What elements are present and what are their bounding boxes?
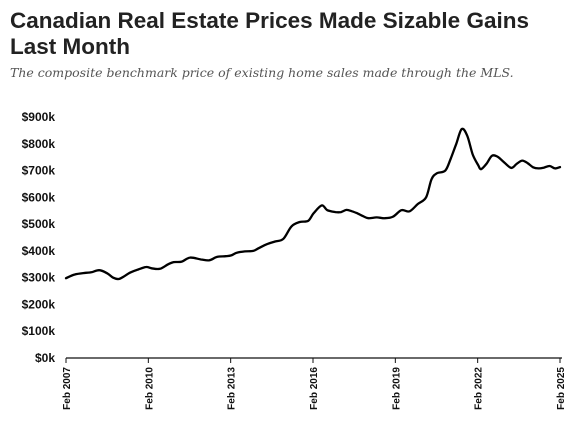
y-tick-label: $600k [22, 190, 56, 204]
x-tick-label: Feb 2025 [556, 367, 567, 410]
series-line [64, 127, 562, 281]
y-axis: $0k $100k $200k $300k $400k $500k $600k $700k $8… [22, 110, 56, 365]
y-tick-label: $0k [35, 351, 55, 365]
y-tick-label: $500k [22, 217, 56, 231]
chart-subtitle: The composite benchmark price of existin… [10, 65, 514, 80]
y-tick-label: $900k [22, 110, 56, 124]
y-tick-label: $700k [22, 164, 56, 178]
x-tick-label: Feb 2019 [391, 367, 402, 410]
x-tick-label: Feb 2022 [474, 367, 485, 410]
x-tick-label: Feb 2016 [309, 367, 320, 410]
y-tick-label: $200k [22, 297, 56, 311]
x-tick-label: Feb 2013 [227, 367, 238, 410]
x-tick-label: Feb 2007 [62, 367, 73, 410]
y-tick-label: $400k [22, 244, 56, 258]
chart-title: Canadian Real Estate Prices Made Sizable… [10, 8, 529, 59]
x-axis: Feb 2007 Feb 2010 Feb 2013 Feb 2016 Feb 2019… [62, 358, 567, 410]
y-tick-label: $800k [22, 137, 56, 151]
y-tick-label: $100k [22, 324, 56, 338]
x-tick-label: Feb 2010 [144, 367, 155, 410]
y-tick-label: $300k [22, 271, 56, 285]
